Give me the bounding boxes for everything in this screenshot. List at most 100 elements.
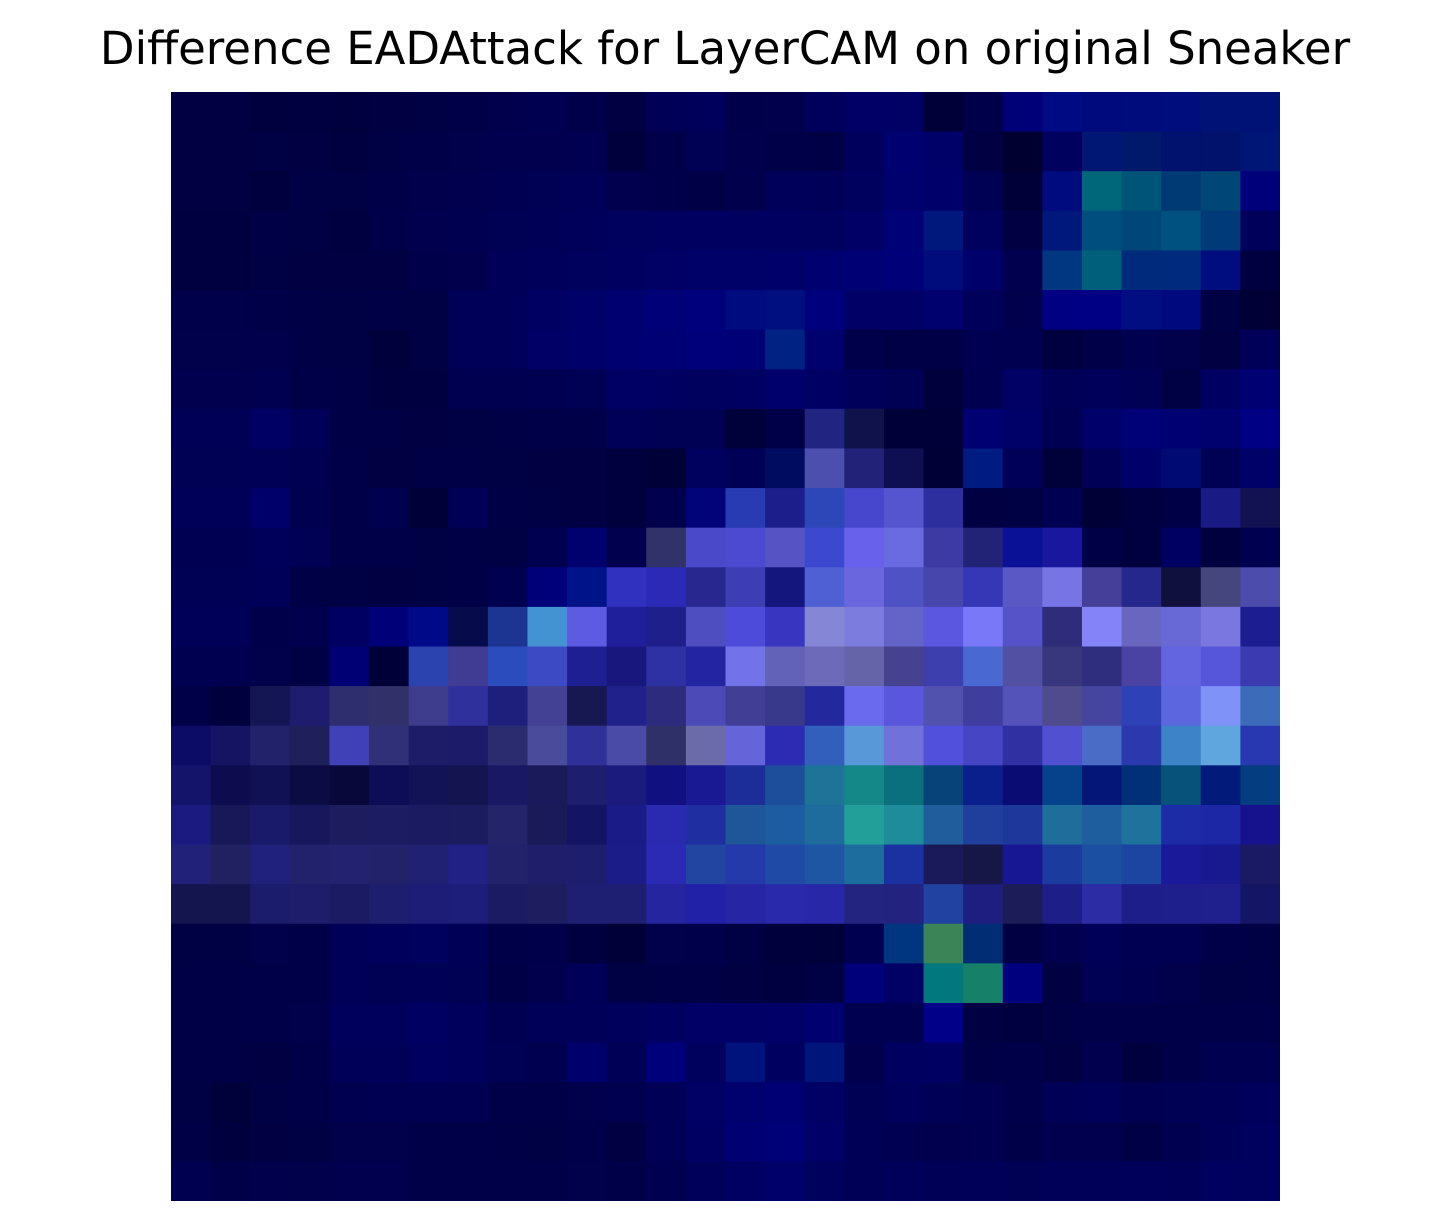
heatmap-cell-r17-c21 bbox=[1002, 765, 1043, 806]
heatmap-cell-r3-c13 bbox=[685, 210, 727, 252]
heatmap-cell-r9-c2 bbox=[250, 448, 291, 489]
heatmap-cell-r11-c23 bbox=[1081, 527, 1123, 568]
heatmap-cell-r17-c12 bbox=[646, 765, 687, 806]
heatmap-cell-r22-c19 bbox=[923, 963, 964, 1004]
heatmap-cell-r18-c2 bbox=[250, 804, 291, 846]
heatmap-cell-r7-c24 bbox=[1121, 369, 1162, 410]
heatmap-cell-r21-c16 bbox=[804, 923, 845, 964]
heatmap-cell-r7-c16 bbox=[804, 369, 845, 410]
heatmap-cell-r27-c22 bbox=[1042, 1161, 1083, 1201]
heatmap-cell-r2-c0 bbox=[171, 171, 212, 212]
heatmap-cell-r18-c17 bbox=[844, 804, 885, 846]
heatmap-cell-r2-c25 bbox=[1161, 171, 1202, 212]
heatmap-cell-r3-c23 bbox=[1081, 210, 1123, 252]
heatmap-cell-r21-c26 bbox=[1200, 923, 1241, 964]
heatmap-cell-r12-c12 bbox=[646, 567, 687, 608]
heatmap-cell-r26-c10 bbox=[567, 1121, 608, 1162]
heatmap-cell-r5-c25 bbox=[1161, 290, 1202, 331]
heatmap-cell-r2-c2 bbox=[250, 171, 291, 212]
heatmap-cell-r4-c16 bbox=[804, 250, 845, 291]
heatmap-cell-r1-c20 bbox=[963, 131, 1004, 172]
heatmap-cell-r27-c2 bbox=[250, 1161, 291, 1201]
heatmap-cell-r6-c9 bbox=[527, 329, 568, 370]
heatmap-cell-r27-c15 bbox=[765, 1161, 806, 1201]
heatmap-cell-r25-c1 bbox=[210, 1082, 251, 1123]
heatmap-cell-r0-c15 bbox=[765, 92, 806, 133]
heatmap-cell-r0-c10 bbox=[567, 92, 608, 133]
heatmap-cell-r20-c15 bbox=[765, 884, 806, 925]
heatmap-cell-r6-c22 bbox=[1042, 329, 1083, 370]
heatmap-cell-r1-c24 bbox=[1121, 131, 1162, 172]
heatmap-cell-r23-c1 bbox=[210, 1002, 251, 1044]
heatmap-cell-r20-c27 bbox=[1240, 884, 1280, 925]
heatmap-cell-r17-c13 bbox=[685, 765, 727, 806]
heatmap-cell-r5-c16 bbox=[804, 290, 845, 331]
heatmap-cell-r21-c12 bbox=[646, 923, 687, 964]
heatmap-cell-r24-c13 bbox=[685, 1042, 727, 1083]
heatmap-cell-r18-c8 bbox=[487, 804, 529, 846]
heatmap-cell-r3-c27 bbox=[1240, 210, 1280, 252]
heatmap-cell-r22-c22 bbox=[1042, 963, 1083, 1004]
heatmap-cell-r20-c8 bbox=[487, 884, 529, 925]
heatmap-cell-r1-c26 bbox=[1200, 131, 1241, 172]
heatmap-cell-r22-c20 bbox=[963, 963, 1004, 1004]
heatmap-cell-r12-c13 bbox=[685, 567, 727, 608]
heatmap-cell-r17-c18 bbox=[883, 765, 925, 806]
heatmap-cell-r2-c9 bbox=[527, 171, 568, 212]
heatmap-cell-r12-c26 bbox=[1200, 567, 1241, 608]
heatmap-cell-r27-c4 bbox=[329, 1161, 370, 1201]
heatmap-cell-r4-c22 bbox=[1042, 250, 1083, 291]
heatmap-cell-r13-c17 bbox=[844, 606, 885, 648]
heatmap-cell-r15-c7 bbox=[448, 686, 489, 727]
heatmap-cell-r6-c13 bbox=[685, 329, 727, 370]
heatmap-cell-r18-c21 bbox=[1002, 804, 1043, 846]
heatmap-cell-r1-c21 bbox=[1002, 131, 1043, 172]
heatmap-cell-r14-c25 bbox=[1161, 646, 1202, 687]
heatmap-cell-r12-c0 bbox=[171, 567, 212, 608]
heatmap-cell-r2-c10 bbox=[567, 171, 608, 212]
heatmap-cell-r5-c27 bbox=[1240, 290, 1280, 331]
heatmap-cell-r25-c21 bbox=[1002, 1082, 1043, 1123]
heatmap-cell-r8-c26 bbox=[1200, 408, 1241, 450]
heatmap-cell-r17-c5 bbox=[369, 765, 410, 806]
heatmap-cell-r26-c17 bbox=[844, 1121, 885, 1162]
heatmap-cell-r27-c11 bbox=[606, 1161, 647, 1201]
heatmap-cell-r21-c10 bbox=[567, 923, 608, 964]
heatmap-cell-r17-c22 bbox=[1042, 765, 1083, 806]
heatmap-cell-r14-c13 bbox=[685, 646, 727, 687]
heatmap-cell-r10-c18 bbox=[883, 488, 925, 529]
heatmap-cell-r3-c7 bbox=[448, 210, 489, 252]
heatmap-cell-r15-c16 bbox=[804, 686, 845, 727]
heatmap-cell-r13-c10 bbox=[567, 606, 608, 648]
heatmap-cell-r25-c20 bbox=[963, 1082, 1004, 1123]
heatmap-cell-r8-c17 bbox=[844, 408, 885, 450]
heatmap-cell-r15-c22 bbox=[1042, 686, 1083, 727]
heatmap-cell-r3-c20 bbox=[963, 210, 1004, 252]
heatmap-cell-r14-c22 bbox=[1042, 646, 1083, 687]
heatmap-cell-r7-c15 bbox=[765, 369, 806, 410]
heatmap-cell-r16-c25 bbox=[1161, 725, 1202, 766]
heatmap-cell-r17-c6 bbox=[408, 765, 449, 806]
heatmap-cell-r16-c23 bbox=[1081, 725, 1123, 766]
heatmap-cell-r11-c9 bbox=[527, 527, 568, 568]
heatmap-cell-r20-c16 bbox=[804, 884, 845, 925]
heatmap-cell-r8-c21 bbox=[1002, 408, 1043, 450]
heatmap-cell-r8-c13 bbox=[685, 408, 727, 450]
heatmap-cell-r10-c5 bbox=[369, 488, 410, 529]
heatmap-cell-r10-c22 bbox=[1042, 488, 1083, 529]
heatmap-cell-r19-c0 bbox=[171, 844, 212, 885]
heatmap-cell-r27-c21 bbox=[1002, 1161, 1043, 1201]
heatmap-cell-r25-c8 bbox=[487, 1082, 529, 1123]
heatmap-cell-r13-c26 bbox=[1200, 606, 1241, 648]
heatmap-cell-r12-c6 bbox=[408, 567, 449, 608]
heatmap-cell-r22-c24 bbox=[1121, 963, 1162, 1004]
heatmap-cell-r21-c6 bbox=[408, 923, 449, 964]
heatmap-cell-r9-c15 bbox=[765, 448, 806, 489]
heatmap-cell-r14-c20 bbox=[963, 646, 1004, 687]
heatmap-cell-r11-c7 bbox=[448, 527, 489, 568]
heatmap-cell-r24-c17 bbox=[844, 1042, 885, 1083]
heatmap-cell-r24-c5 bbox=[369, 1042, 410, 1083]
heatmap-cell-r21-c4 bbox=[329, 923, 370, 964]
heatmap-cell-r18-c23 bbox=[1081, 804, 1123, 846]
heatmap-cell-r16-c12 bbox=[646, 725, 687, 766]
